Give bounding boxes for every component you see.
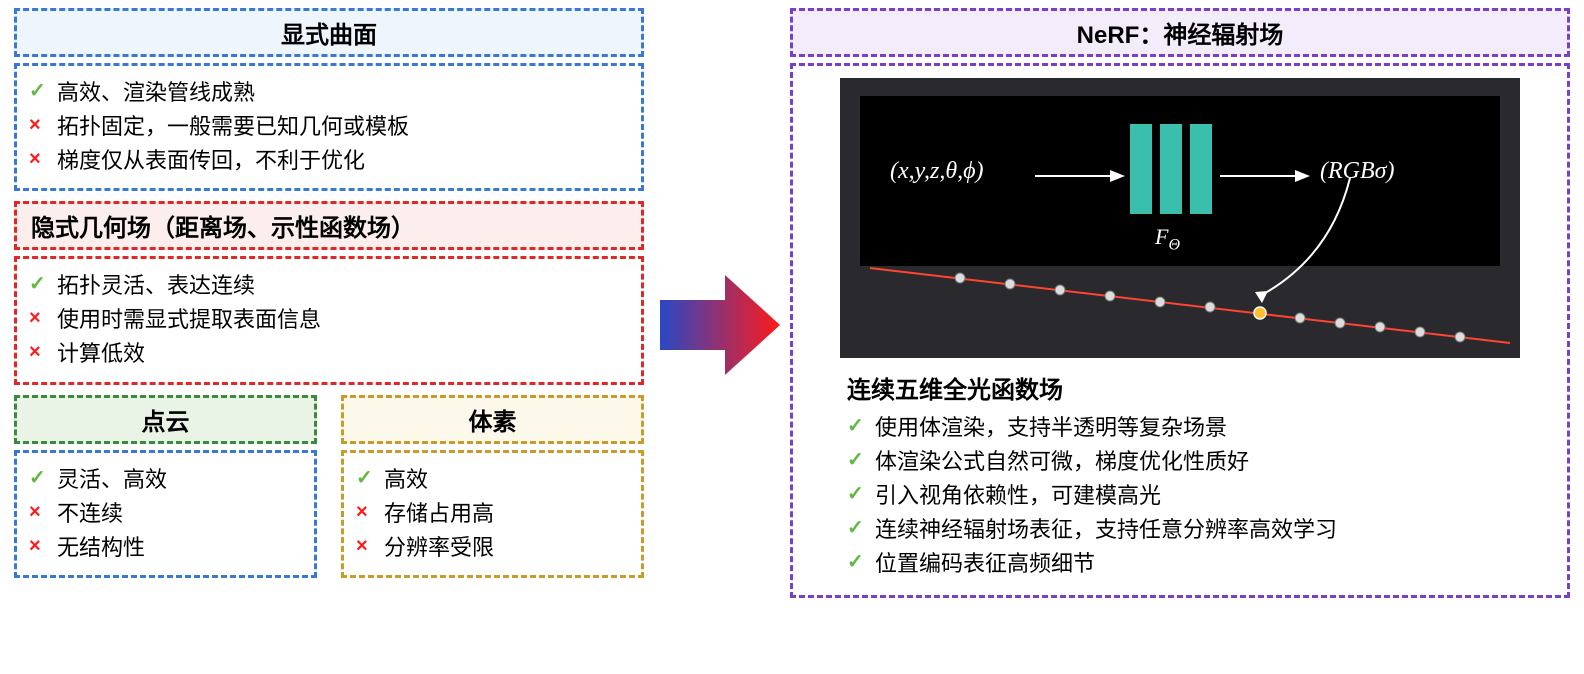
list-item: ✓体渲染公式自然可微，梯度优化性质好	[847, 445, 1553, 479]
cross-icon: ×	[29, 303, 57, 334]
list-item-text: 分辨率受限	[384, 531, 494, 565]
list-item-text: 拓扑固定，一般需要已知几何或模板	[57, 110, 409, 144]
cross-icon: ×	[29, 531, 57, 562]
cross-icon: ×	[29, 497, 57, 528]
arrow-icon	[660, 270, 780, 380]
nerf-title: NeRF：神经辐射场	[1077, 22, 1284, 49]
explicit-surface-title: 显式曲面	[281, 22, 377, 49]
voxel-title: 体素	[469, 409, 517, 436]
list-item: ×不连续	[29, 497, 302, 531]
check-icon: ✓	[847, 513, 875, 544]
list-item-text: 存储占用高	[384, 497, 494, 531]
list-item: ✓高效、渲染管线成熟	[29, 76, 629, 110]
list-item: ×梯度仅从表面传回，不利于优化	[29, 144, 629, 178]
nerf-samples-icon	[840, 78, 1520, 358]
check-icon: ✓	[847, 411, 875, 442]
list-item-text: 无结构性	[57, 531, 145, 565]
right-panel: NeRF：神经辐射场 (x,y,z,θ,ϕ) FΘ (R	[790, 8, 1570, 598]
list-item: ×存储占用高	[356, 497, 629, 531]
nerf-diagram: (x,y,z,θ,ϕ) FΘ (RGBσ)	[840, 78, 1520, 358]
list-item: ✓引入视角依赖性，可建模高光	[847, 479, 1553, 513]
list-item-text: 使用体渲染，支持半透明等复杂场景	[875, 411, 1227, 445]
list-item: ✓使用体渲染，支持半透明等复杂场景	[847, 411, 1553, 445]
cross-icon: ×	[29, 144, 57, 175]
list-item: ×无结构性	[29, 531, 302, 565]
check-icon: ✓	[847, 445, 875, 476]
pointcloud-header: 点云	[14, 395, 317, 444]
voxel-body: ✓高效×存储占用高×分辨率受限	[341, 450, 644, 578]
pointcloud-title: 点云	[142, 409, 190, 436]
cross-icon: ×	[29, 110, 57, 141]
list-item-text: 高效、渲染管线成熟	[57, 76, 255, 110]
cross-icon: ×	[29, 337, 57, 368]
list-item: ✓灵活、高效	[29, 463, 302, 497]
voxel-header: 体素	[341, 395, 644, 444]
list-item-text: 使用时需显式提取表面信息	[57, 303, 321, 337]
list-item-text: 灵活、高效	[57, 463, 167, 497]
list-item: ✓高效	[356, 463, 629, 497]
check-icon: ✓	[29, 463, 57, 494]
pointcloud-body: ✓灵活、高效×不连续×无结构性	[14, 450, 317, 578]
bottom-row: 点云 ✓灵活、高效×不连续×无结构性 体素 ✓高效×存储占用高×分辨率受限	[14, 395, 644, 588]
implicit-field-header: 隐式几何场（距离场、示性函数场）	[14, 201, 644, 250]
check-icon: ✓	[29, 269, 57, 300]
list-item-text: 位置编码表征高频细节	[875, 547, 1095, 581]
list-item: ×计算低效	[29, 337, 629, 371]
nerf-subtitle: 连续五维全光函数场	[847, 370, 1553, 405]
list-item: ✓连续神经辐射场表征，支持任意分辨率高效学习	[847, 513, 1553, 547]
nerf-body: (x,y,z,θ,ϕ) FΘ (RGBσ)	[790, 63, 1570, 598]
cross-icon: ×	[356, 531, 384, 562]
list-item-text: 不连续	[57, 497, 123, 531]
list-item: ✓拓扑灵活、表达连续	[29, 269, 629, 303]
check-icon: ✓	[29, 76, 57, 107]
cross-icon: ×	[356, 497, 384, 528]
list-item-text: 体渲染公式自然可微，梯度优化性质好	[875, 445, 1249, 479]
pointcloud-col: 点云 ✓灵活、高效×不连续×无结构性	[14, 395, 317, 588]
check-icon: ✓	[847, 547, 875, 578]
explicit-surface-header: 显式曲面	[14, 8, 644, 57]
left-panel: 显式曲面 ✓高效、渲染管线成熟×拓扑固定，一般需要已知几何或模板×梯度仅从表面传…	[14, 8, 644, 588]
voxel-col: 体素 ✓高效×存储占用高×分辨率受限	[341, 395, 644, 588]
implicit-field-title: 隐式几何场（距离场、示性函数场）	[31, 215, 415, 242]
check-icon: ✓	[847, 479, 875, 510]
explicit-surface-body: ✓高效、渲染管线成熟×拓扑固定，一般需要已知几何或模板×梯度仅从表面传回，不利于…	[14, 63, 644, 191]
list-item-text: 梯度仅从表面传回，不利于优化	[57, 144, 365, 178]
nerf-items: ✓使用体渲染，支持半透明等复杂场景✓体渲染公式自然可微，梯度优化性质好✓引入视角…	[807, 411, 1553, 581]
list-item-text: 连续神经辐射场表征，支持任意分辨率高效学习	[875, 513, 1337, 547]
list-item: ×分辨率受限	[356, 531, 629, 565]
list-item: ×使用时需显式提取表面信息	[29, 303, 629, 337]
list-item-text: 拓扑灵活、表达连续	[57, 269, 255, 303]
check-icon: ✓	[356, 463, 384, 494]
list-item-text: 高效	[384, 463, 428, 497]
implicit-field-body: ✓拓扑灵活、表达连续×使用时需显式提取表面信息×计算低效	[14, 256, 644, 384]
nerf-header: NeRF：神经辐射场	[790, 8, 1570, 57]
list-item: ×拓扑固定，一般需要已知几何或模板	[29, 110, 629, 144]
list-item-text: 引入视角依赖性，可建模高光	[875, 479, 1161, 513]
list-item: ✓位置编码表征高频细节	[847, 547, 1553, 581]
list-item-text: 计算低效	[57, 337, 145, 371]
